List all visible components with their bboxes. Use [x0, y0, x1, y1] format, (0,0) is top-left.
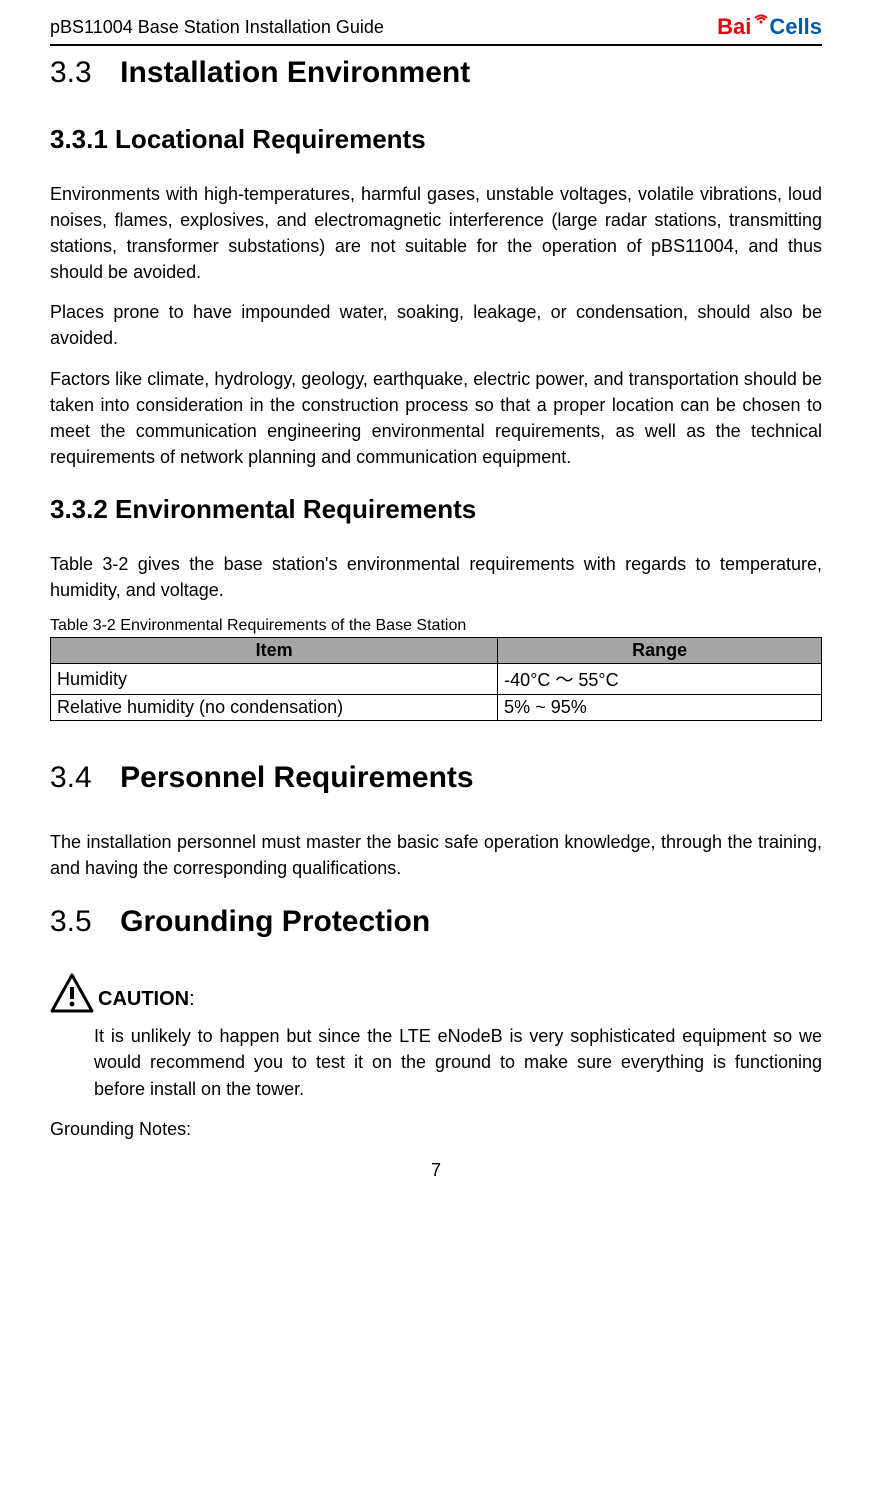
section-3-5-heading: 3.5 Grounding Protection [50, 905, 822, 939]
section-number: 3.5 [50, 905, 92, 939]
section-title: Personnel Requirements [120, 761, 473, 795]
logo-text-cells: Cells [769, 14, 822, 40]
document-page: pBS11004 Base Station Installation Guide… [0, 0, 872, 1197]
table-cell-range: 5% ~ 95% [498, 695, 822, 721]
environmental-requirements-table: Item Range Humidity -40°C ～ 55°C Relativ… [50, 637, 822, 721]
logo-signal-icon [753, 9, 769, 30]
paragraph: Table 3-2 gives the base station's envir… [50, 551, 822, 603]
page-number: 7 [50, 1160, 822, 1197]
baicells-logo: Bai Cells [717, 14, 822, 40]
paragraph: Environments with high-temperatures, har… [50, 181, 822, 285]
section-3-3-heading: 3.3 Installation Environment [50, 56, 822, 90]
caution-paragraph: It is unlikely to happen but since the L… [94, 1023, 822, 1101]
paragraph: Places prone to have impounded water, so… [50, 299, 822, 351]
table-header-item: Item [51, 638, 498, 664]
table-cell-range: -40°C ～ 55°C [498, 664, 822, 695]
caution-word: CAUTION [98, 988, 189, 1010]
table-cell-item: Relative humidity (no condensation) [51, 695, 498, 721]
subsection-3-3-1-heading: 3.3.1 Locational Requirements [50, 124, 822, 155]
table-row: Relative humidity (no condensation) 5% ~… [51, 695, 822, 721]
table-header-range: Range [498, 638, 822, 664]
caution-heading: CAUTION: [50, 973, 822, 1013]
header-divider [50, 44, 822, 46]
section-title: Grounding Protection [120, 905, 430, 939]
table-cell-item: Humidity [51, 664, 498, 695]
caution-colon: : [189, 988, 195, 1010]
section-title: Installation Environment [120, 56, 470, 90]
page-header: pBS11004 Base Station Installation Guide… [50, 0, 822, 44]
table-row: Humidity -40°C ～ 55°C [51, 664, 822, 695]
logo-text-bai: Bai [717, 14, 751, 40]
subsection-3-3-2-heading: 3.3.2 Environmental Requirements [50, 494, 822, 525]
caution-label: CAUTION: [98, 988, 195, 1011]
section-number: 3.4 [50, 761, 92, 795]
grounding-notes-label: Grounding Notes: [50, 1116, 822, 1142]
section-number: 3.3 [50, 56, 92, 90]
paragraph: Factors like climate, hydrology, geology… [50, 366, 822, 470]
document-title: pBS11004 Base Station Installation Guide [50, 17, 384, 38]
section-3-4-heading: 3.4 Personnel Requirements [50, 761, 822, 795]
paragraph: The installation personnel must master t… [50, 829, 822, 881]
table-header-row: Item Range [51, 638, 822, 664]
table-caption: Table 3-2 Environmental Requirements of … [50, 617, 822, 635]
warning-triangle-icon [50, 973, 94, 1013]
